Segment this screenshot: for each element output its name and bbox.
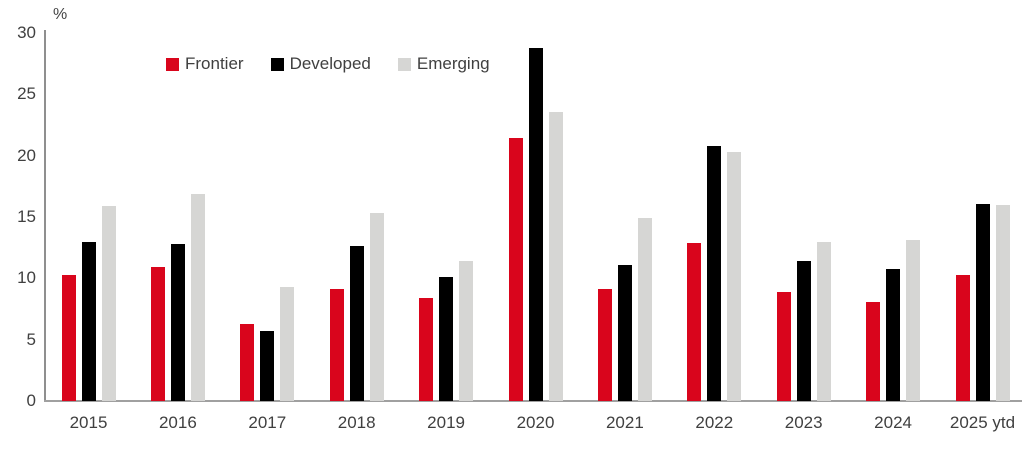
x-tick-label-2024: 2024 [874,413,912,432]
bar-frontier-2020 [508,138,523,401]
y-tick-label-20: 20 [17,145,36,165]
legend-swatch-emerging [397,57,411,71]
y-axis-line [44,30,46,402]
x-tick-label-2017: 2017 [248,413,287,432]
x-tick-label-2022: 2022 [695,413,734,432]
bar-emerging-2023 [816,241,831,401]
bar-frontier-2024 [866,301,881,401]
y-tick-label-10: 10 [17,268,36,288]
bar-emerging-2025-ytd [995,204,1010,401]
legend-swatch-developed [270,57,284,71]
x-tick-label-2023: 2023 [784,413,823,432]
y-tick-label-0: 0 [26,391,36,410]
bar-emerging-2017 [280,286,295,401]
bar-frontier-2018 [329,289,344,401]
y-tick-label-25: 25 [17,84,36,104]
bar-emerging-2022 [727,151,742,401]
x-tick-label-2019: 2019 [427,413,465,432]
bar-developed-2017 [260,331,275,401]
x-axis-baseline [44,400,1022,402]
y-tick-label-15: 15 [17,207,36,226]
x-tick-label-2015: 2015 [69,413,108,432]
legend-item-frontier: Frontier [166,54,244,74]
x-tick-label-2016: 2016 [158,413,197,432]
bar-emerging-2018 [369,213,384,401]
x-tick-label-2025-ytd: 2025 ytd [949,413,1016,432]
y-axis-unit-label: % [53,6,68,23]
legend-label-frontier: Frontier [185,54,244,73]
bar-emerging-2024 [906,240,921,401]
legend: Frontier Developed Emerging [166,54,490,74]
x-tick-label-2020: 2020 [516,413,555,432]
bar-frontier-2016 [150,267,165,401]
bar-developed-2019 [439,277,454,401]
bar-frontier-2017 [240,323,255,401]
bar-emerging-2020 [548,111,563,401]
bar-emerging-2016 [190,193,205,401]
legend-label-emerging: Emerging [416,54,490,73]
bar-frontier-2015 [61,274,76,401]
bar-developed-2015 [81,241,96,401]
bar-developed-2016 [170,243,185,401]
bar-emerging-2021 [637,218,652,401]
legend-swatch-frontier [166,57,179,71]
y-tick-label-30: 30 [17,23,36,42]
bar-emerging-2019 [459,261,474,401]
bar-frontier-2021 [597,289,612,401]
bar-frontier-2019 [419,297,434,401]
bar-developed-2022 [707,145,722,401]
bar-frontier-2025-ytd [955,274,970,401]
legend-item-emerging: Emerging [397,54,490,74]
bar-developed-2020 [528,47,543,401]
bar-developed-2023 [796,261,811,401]
bar-developed-2021 [617,264,632,401]
x-tick-label-2021: 2021 [605,413,644,432]
x-tick-label-2018: 2018 [337,413,376,432]
bar-developed-2018 [349,246,364,401]
bar-developed-2024 [886,268,901,401]
y-tick-label-5: 5 [26,329,36,349]
bar-developed-2025-ytd [975,203,990,401]
bar-frontier-2023 [776,291,791,401]
bar-frontier-2022 [687,242,702,401]
legend-label-developed: Developed [289,54,371,73]
legend-item-developed: Developed [270,54,371,74]
bar-emerging-2015 [101,205,116,401]
